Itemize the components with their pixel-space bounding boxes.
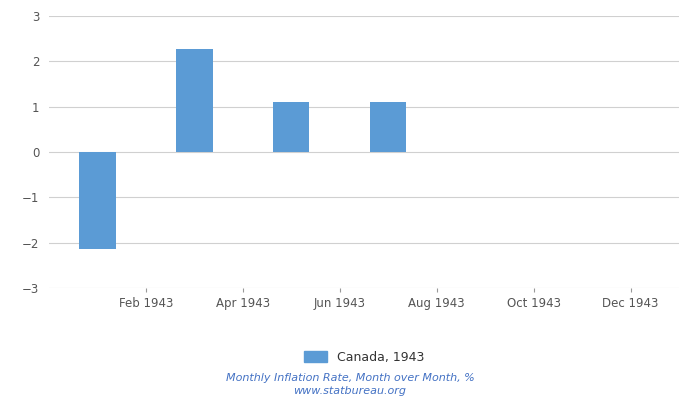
Bar bbox=[370, 102, 407, 152]
Bar bbox=[273, 102, 309, 152]
Text: Monthly Inflation Rate, Month over Month, %: Monthly Inflation Rate, Month over Month… bbox=[225, 373, 475, 383]
Bar bbox=[176, 49, 213, 152]
Bar bbox=[79, 152, 116, 248]
Text: www.statbureau.org: www.statbureau.org bbox=[293, 386, 407, 396]
Legend: Canada, 1943: Canada, 1943 bbox=[299, 346, 429, 369]
